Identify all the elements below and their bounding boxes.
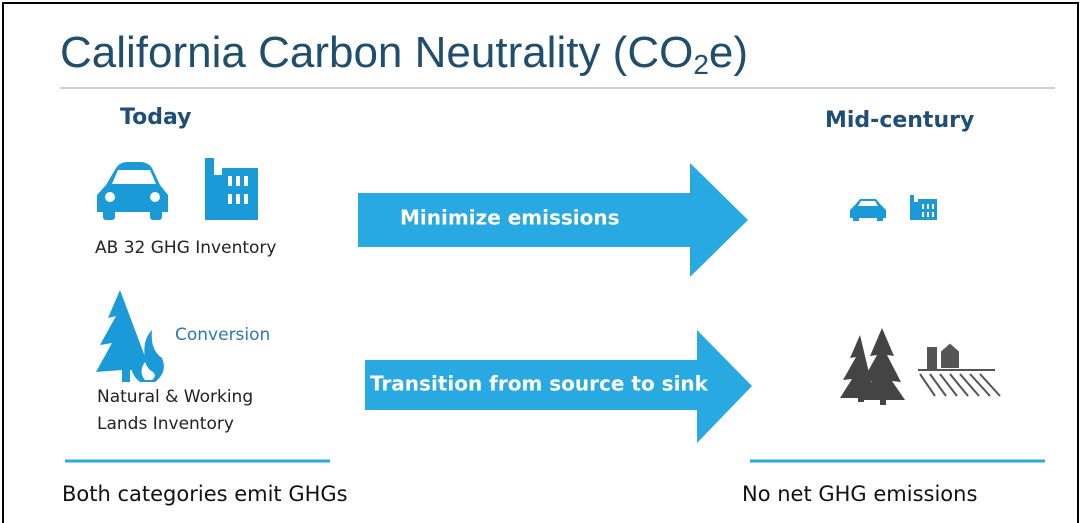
conversion-label: Conversion <box>175 325 270 345</box>
forest-icon <box>840 328 905 405</box>
tree-fire-icon <box>96 290 164 382</box>
right-footer: No net GHG emissions <box>742 482 977 506</box>
farm-icon <box>918 343 1001 397</box>
car-icon <box>97 162 168 220</box>
arrow-label: Transition from source to sink <box>370 372 709 396</box>
right-heading: Mid-century <box>825 108 974 133</box>
left-footer: Both categories emit GHGs <box>62 482 348 506</box>
arrow-label: Minimize emissions <box>400 206 620 230</box>
car-icon-small <box>850 199 886 221</box>
title-text-end: e) <box>709 28 748 77</box>
building-icon <box>205 158 258 220</box>
title: California Carbon Neutrality (CO2e) <box>60 28 748 81</box>
title-subscript: 2 <box>693 49 709 80</box>
inventory-label: AB 32 GHG Inventory <box>95 238 276 258</box>
building-icon-small <box>910 195 937 220</box>
lands-label-line: Lands Inventory <box>97 414 234 434</box>
lands-label-line: Natural & Working <box>97 387 253 407</box>
title-text: California Carbon Neutrality (CO <box>60 28 693 77</box>
arrow <box>358 163 748 277</box>
left-heading: Today <box>120 105 191 130</box>
arrow <box>365 330 752 443</box>
